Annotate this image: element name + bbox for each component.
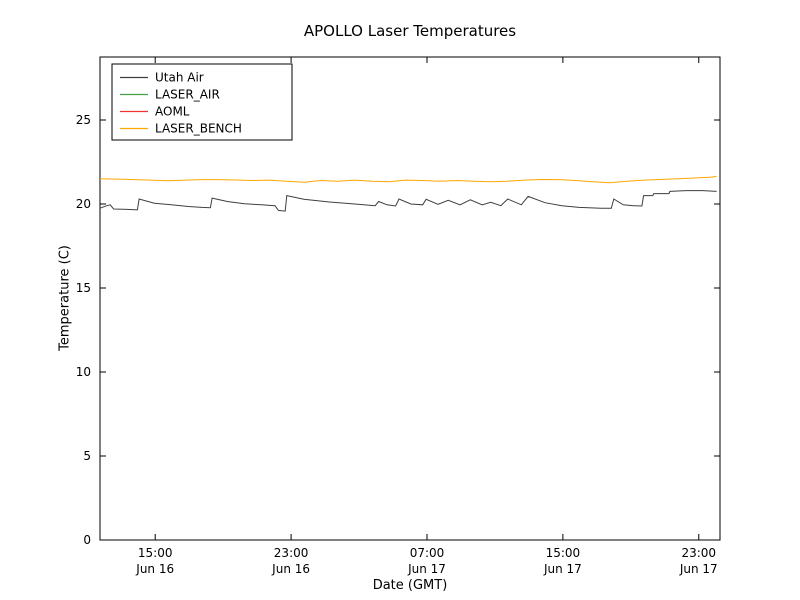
series-utah-air: [99, 190, 717, 212]
chart-title: APOLLO Laser Temperatures: [303, 22, 517, 40]
x-axis-ticks: 15:00 Jun 16 23:00 Jun 16 07:00 Jun 17 15:00 Ju…: [135, 57, 718, 576]
tick-label: Jun 17: [407, 562, 446, 576]
tick-label: Jun 17: [679, 562, 718, 576]
tick-label: 5: [83, 449, 91, 463]
legend-label: AOML: [155, 105, 190, 119]
tick-label: Jun 16: [271, 562, 310, 576]
tick-label: 15:00: [138, 546, 173, 560]
tick-label: 25: [76, 113, 91, 127]
tick-label: 0: [83, 533, 91, 547]
axes-frame: [99, 56, 721, 541]
series-laser-bench: [99, 175, 717, 184]
x-axis-label: Date (GMT): [372, 578, 448, 593]
tick-label: 15: [76, 281, 91, 295]
tick-label: 23:00: [274, 546, 309, 560]
legend: Utah Air LASER_AIR AOML LASER_BENCH: [111, 63, 293, 141]
legend-label: LASER_BENCH: [155, 122, 242, 136]
y-axis-ticks: 0 5 10 15 20 25: [76, 113, 720, 547]
tick-label: Jun 17: [543, 562, 582, 576]
tick-label: Jun 16: [135, 562, 174, 576]
tick-label: 15:00: [546, 546, 581, 560]
tick-label: 07:00: [410, 546, 445, 560]
tick-label: 20: [76, 197, 91, 211]
tick-label: 10: [76, 365, 91, 379]
legend-label: LASER_AIR: [155, 88, 220, 102]
tick-label: 23:00: [681, 546, 716, 560]
legend-label: Utah Air: [155, 71, 204, 85]
